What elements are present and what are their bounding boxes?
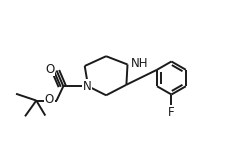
- Text: F: F: [167, 106, 174, 119]
- Text: N: N: [82, 80, 91, 93]
- Text: O: O: [45, 63, 54, 76]
- Text: O: O: [44, 93, 54, 106]
- Text: NH: NH: [130, 57, 147, 70]
